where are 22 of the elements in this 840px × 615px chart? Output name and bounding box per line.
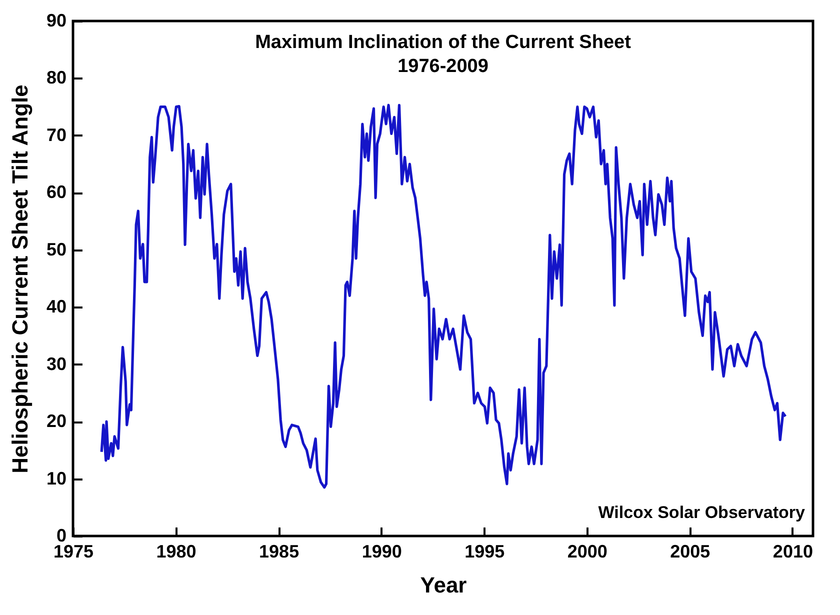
x-tick-label: 2010 xyxy=(772,542,813,562)
y-tick-label: 60 xyxy=(46,182,66,202)
text: 1976-2009 xyxy=(398,56,488,77)
y-tick-label: 40 xyxy=(46,296,66,317)
y-tick-label: 50 xyxy=(46,239,66,260)
x-tick-label: 1995 xyxy=(464,542,505,562)
x-axis-title: Year xyxy=(420,572,468,598)
x-tick-label: 1985 xyxy=(259,542,300,562)
y-tick-label: 10 xyxy=(46,468,66,488)
x-tick-label: 1980 xyxy=(156,542,196,562)
text: Maximum Inclination of the Current Sheet xyxy=(255,32,632,53)
y-tick-label: 30 xyxy=(46,354,66,374)
y-tick-label: 70 xyxy=(46,124,66,145)
y-tick-label: 90 xyxy=(46,10,66,30)
annotation: Wilcox Solar Observatory xyxy=(598,503,806,522)
y-axis-title: Heliospheric Current Sheet Tilt Angle xyxy=(7,84,32,474)
y-tick-label: 20 xyxy=(46,411,66,432)
x-tick-label: 1990 xyxy=(362,542,402,562)
x-tick-label: 2000 xyxy=(567,542,608,562)
line-series xyxy=(100,104,787,489)
y-tick-label: 80 xyxy=(46,68,66,88)
x-tick-label: 2005 xyxy=(670,542,710,562)
